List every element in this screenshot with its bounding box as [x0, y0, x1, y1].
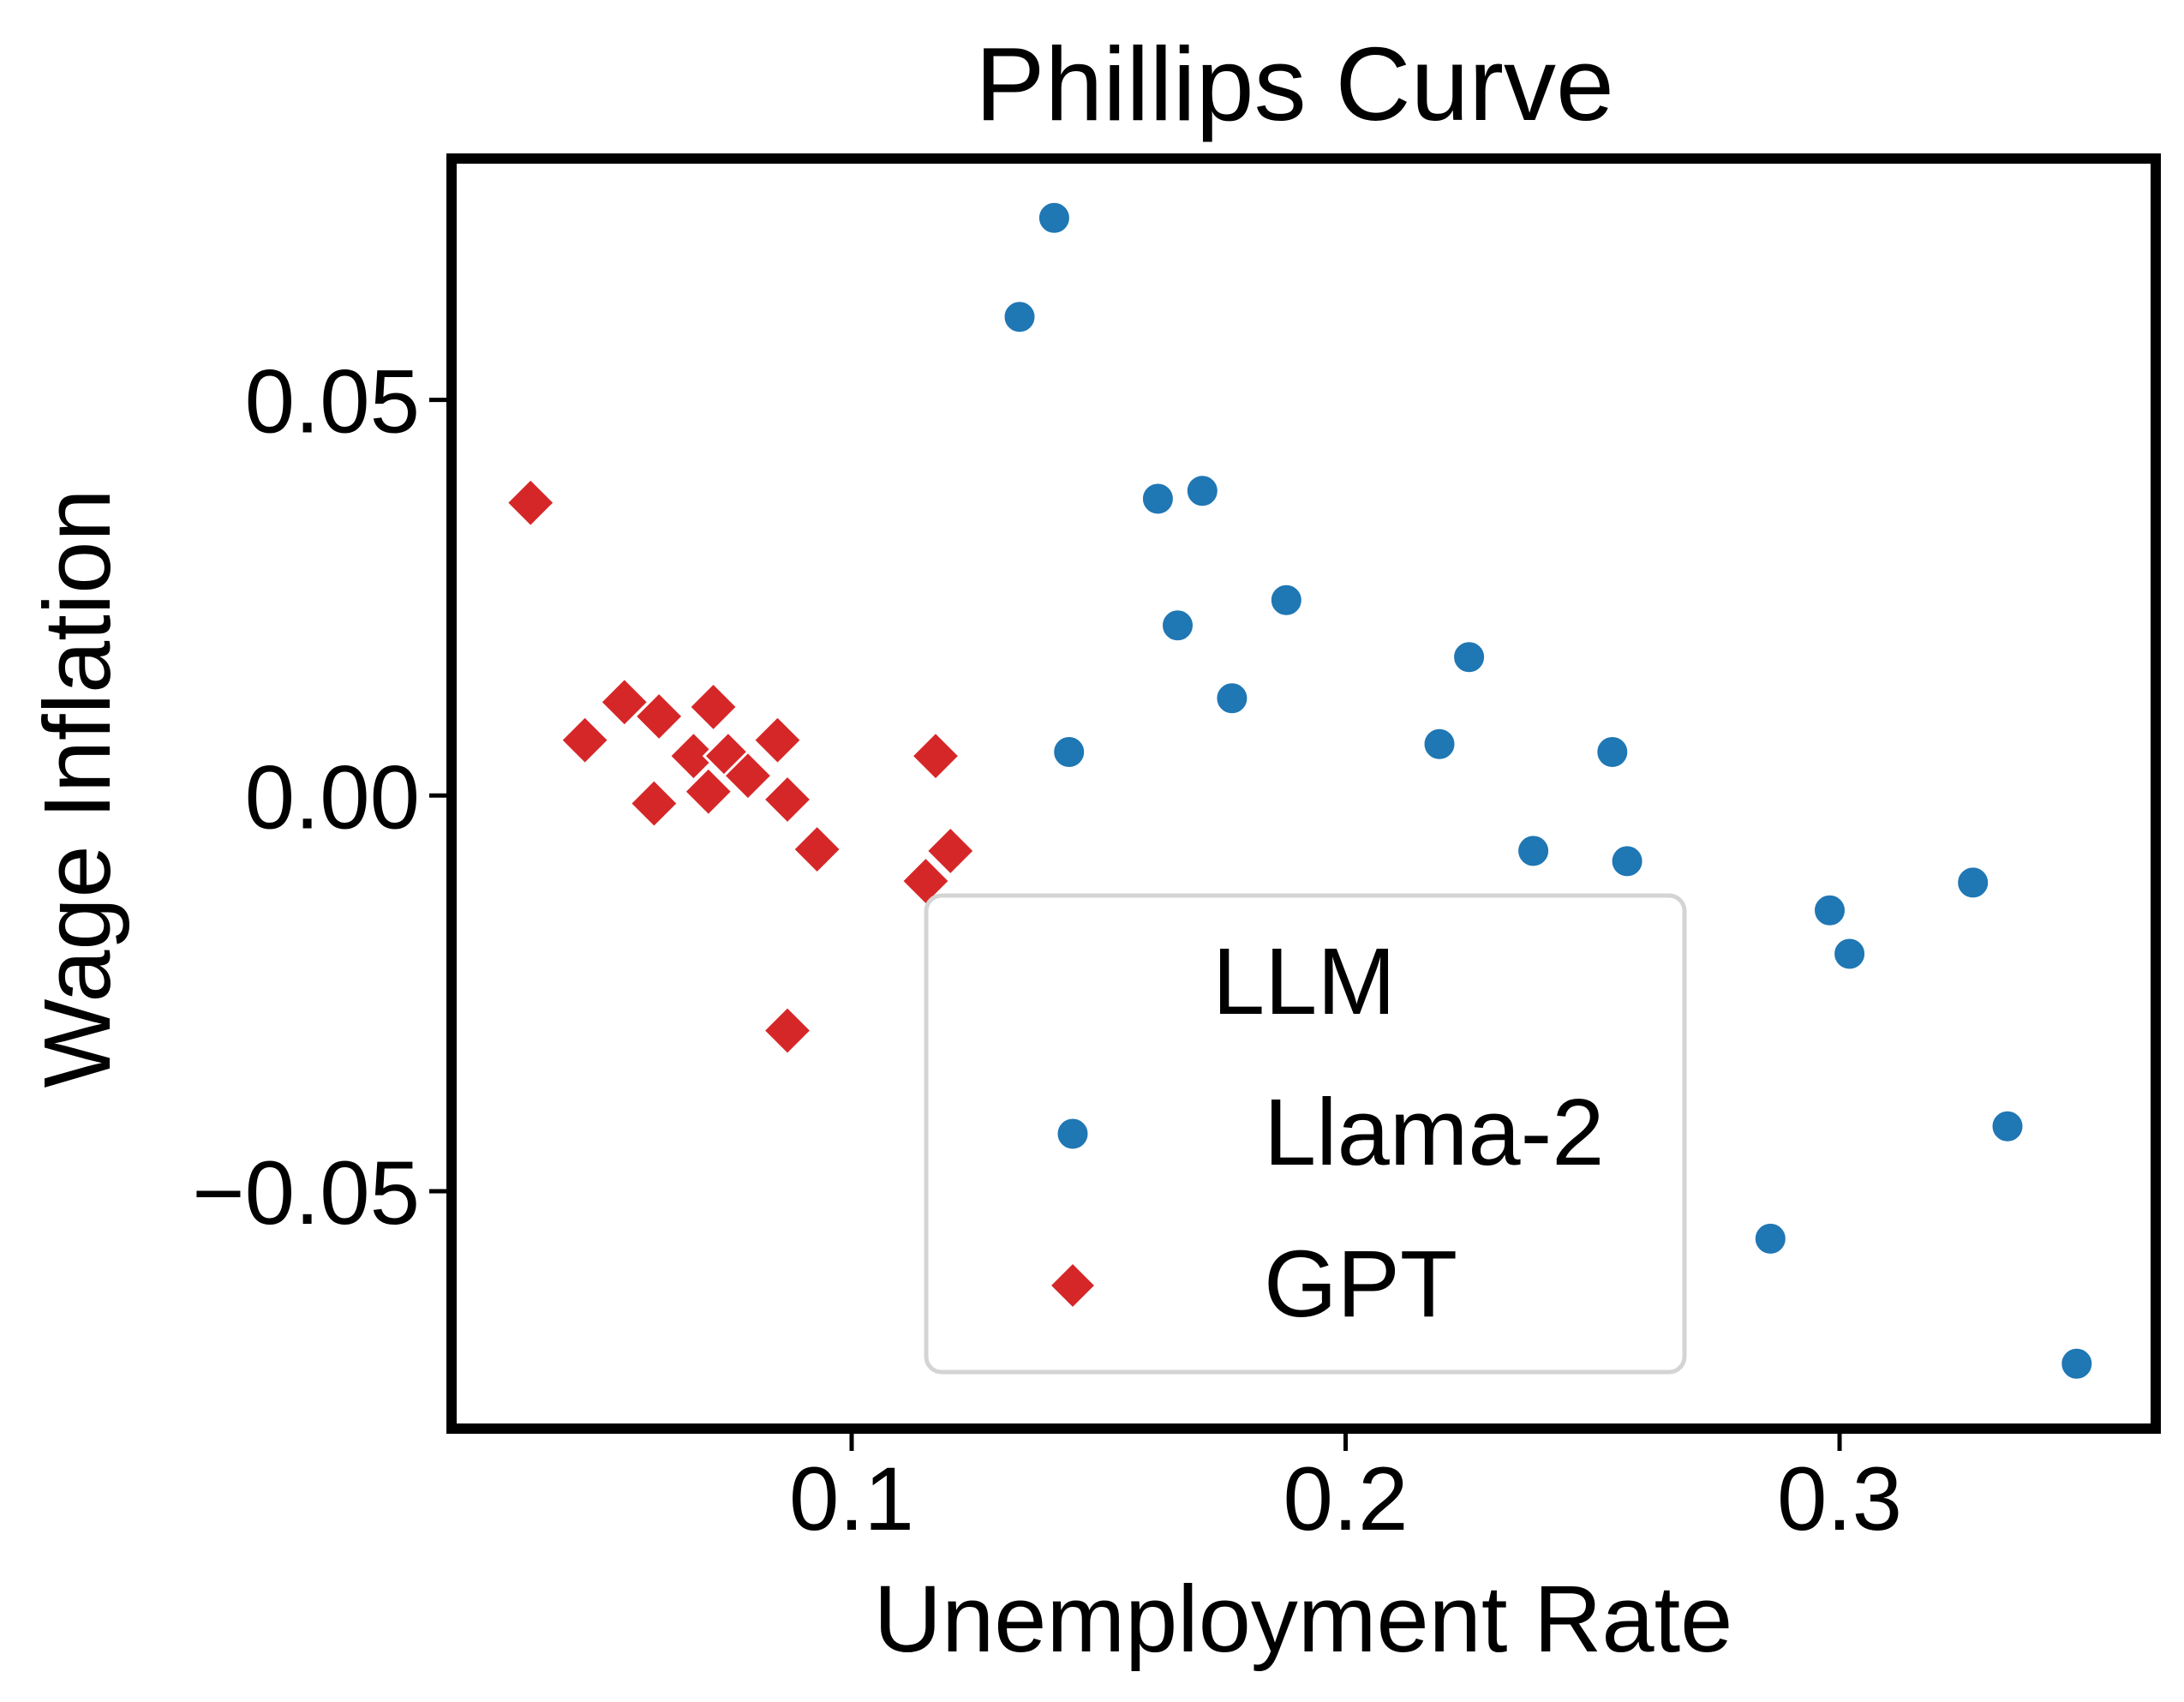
x-axis-ticks: 0.1 0.2 0.3 — [789, 1434, 1902, 1549]
y-tick-label: 0.00 — [245, 747, 420, 848]
legend-label-llama-2: Llama-2 — [1264, 1080, 1604, 1185]
point-gpt-11 — [761, 773, 814, 826]
legend-marker-gpt — [1047, 1260, 1098, 1311]
legend-title: LLM — [1212, 929, 1396, 1034]
point-gpt-2 — [598, 676, 650, 728]
legend-label-gpt: GPT — [1264, 1232, 1457, 1337]
point-llama-2-13 — [1812, 892, 1847, 928]
point-llama-2-12 — [1609, 843, 1645, 879]
point-llama-2-8 — [1421, 726, 1457, 762]
point-gpt-0 — [505, 476, 557, 529]
axes-frame — [446, 153, 2161, 1434]
point-llama-2-5 — [1160, 608, 1195, 644]
x-tick-label: 0.1 — [789, 1449, 914, 1549]
point-gpt-12 — [791, 823, 843, 876]
point-llama-2-11 — [1595, 734, 1631, 770]
point-llama-2-10 — [1516, 833, 1552, 869]
chart-title: Phillips Curve — [975, 26, 1614, 142]
point-gpt-13 — [761, 1004, 814, 1057]
point-llama-2-2 — [1051, 734, 1087, 770]
x-tick-label: 0.3 — [1777, 1449, 1902, 1549]
point-llama-2-4 — [1184, 473, 1220, 509]
point-gpt-9 — [721, 750, 775, 802]
point-llama-2-18 — [1752, 1220, 1788, 1256]
x-axis-label: Unemployment Rate — [874, 1567, 1733, 1672]
point-llama-2-7 — [1268, 582, 1304, 618]
point-gpt-5 — [667, 730, 720, 782]
point-llama-2-15 — [1955, 865, 1991, 901]
point-gpt-3 — [633, 690, 685, 743]
point-gpt-7 — [682, 765, 734, 818]
point-llama-2-17 — [2059, 1345, 2095, 1381]
point-llama-2-16 — [1990, 1108, 2025, 1144]
point-llama-2-3 — [1140, 481, 1176, 517]
point-gpt-15 — [909, 730, 962, 782]
point-llama-2-1 — [1002, 299, 1038, 335]
legend: LLM Llama-2 GPT — [924, 893, 1687, 1375]
y-axis-label: Wage Inflation — [25, 488, 130, 1088]
y-tick-label: 0.05 — [245, 352, 420, 452]
legend-marker-llama-2 — [1055, 1116, 1091, 1152]
point-gpt-16 — [924, 824, 977, 878]
plot-area — [505, 200, 2095, 1381]
point-llama-2-9 — [1451, 639, 1487, 675]
point-gpt-10 — [751, 714, 804, 766]
point-llama-2-6 — [1214, 680, 1250, 716]
legend-box — [924, 893, 1687, 1375]
point-gpt-6 — [687, 680, 739, 734]
point-gpt-1 — [559, 714, 611, 766]
point-llama-2-0 — [1036, 200, 1072, 236]
y-axis-ticks: 0.05 0.00 −0.05 — [192, 352, 446, 1244]
point-llama-2-14 — [1832, 936, 1868, 972]
point-gpt-4 — [628, 777, 680, 830]
x-tick-label: 0.2 — [1283, 1449, 1409, 1549]
y-tick-label: −0.05 — [192, 1143, 420, 1244]
